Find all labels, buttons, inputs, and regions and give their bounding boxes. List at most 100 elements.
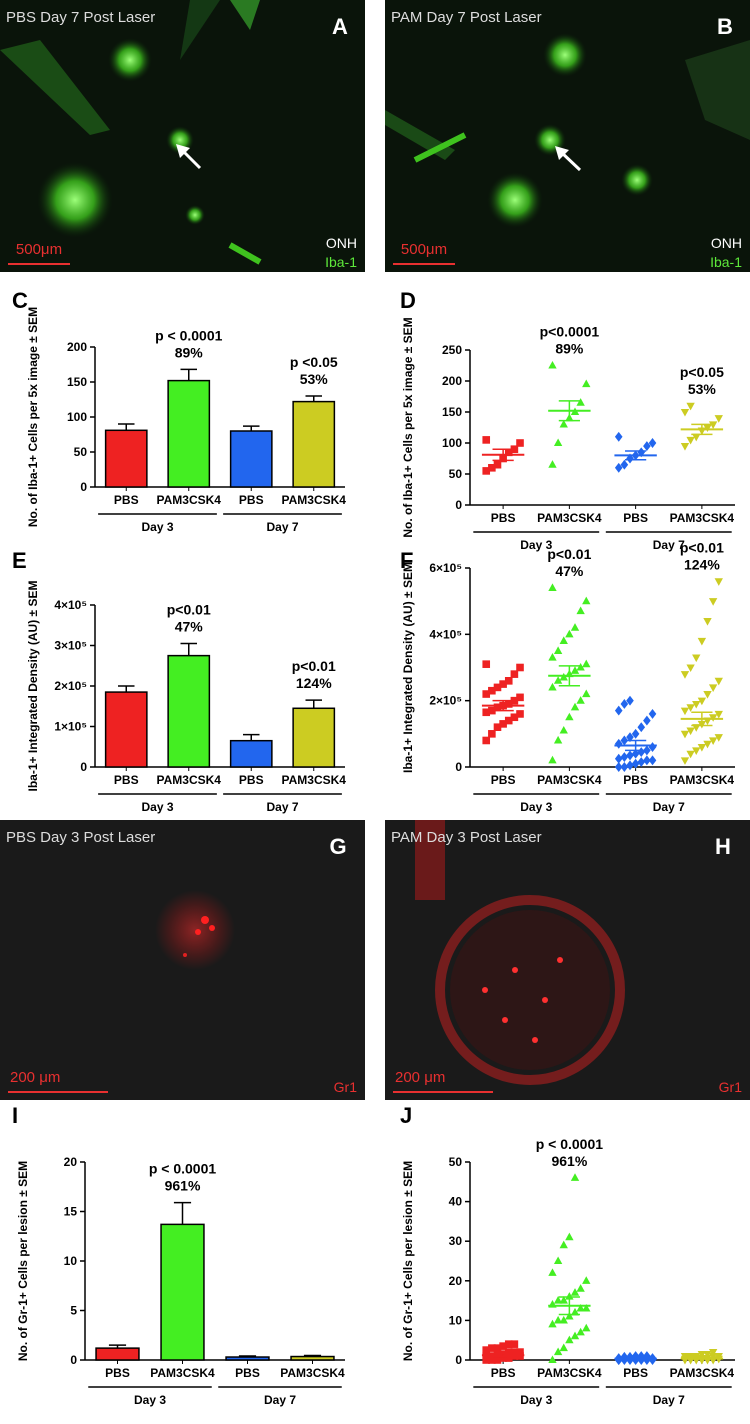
image-label: ONH [711, 235, 742, 251]
panel-letter: A [332, 14, 348, 39]
panel-letter: C [12, 288, 28, 313]
data-point [680, 443, 690, 451]
data-point [565, 1335, 574, 1344]
annotation: 53% [688, 381, 717, 397]
annotation: p<0.01 [167, 601, 211, 617]
data-point [553, 735, 563, 744]
data-point [714, 734, 723, 742]
annotation: 47% [555, 563, 584, 579]
data-point [697, 637, 707, 646]
data-point [692, 433, 701, 442]
y-tick-label: 10 [449, 1313, 463, 1327]
data-point [626, 750, 634, 761]
x-tick-label: PBS [623, 1366, 648, 1380]
data-point [680, 408, 690, 417]
x-tick-label: PAM3CSK4 [282, 773, 347, 787]
bar [229, 739, 273, 768]
image-panel: PAM Day 3 Post Laser H 200 μm Gr1 [385, 820, 750, 1100]
panel-letter: H [715, 834, 731, 859]
annotation: 89% [175, 344, 204, 360]
annotation: 47% [175, 618, 204, 634]
data-point [510, 670, 519, 678]
data-point [637, 747, 646, 758]
data-point [708, 684, 718, 692]
data-point [708, 1353, 718, 1361]
data-point [714, 677, 723, 686]
data-point [631, 758, 640, 769]
data-point [714, 710, 723, 719]
data-point [686, 1353, 695, 1361]
data-point [708, 598, 718, 606]
panel-letter: E [12, 548, 27, 573]
data-point [576, 1327, 585, 1336]
data-point [510, 445, 519, 453]
y-axis-label: Iba-1+ Integrated Density (AU) ± SEM [26, 581, 40, 792]
data-point [703, 424, 712, 433]
y-tick-label: 40 [449, 1195, 463, 1209]
data-point [482, 436, 491, 444]
data-point [559, 1296, 568, 1304]
panel-letter: G [329, 834, 346, 859]
y-axis-label: Iba-1+ Integrated Density (AU) ± SEM [401, 562, 415, 773]
data-point [565, 712, 574, 721]
bar [104, 429, 148, 488]
y-tick-label: 20 [64, 1155, 78, 1169]
data-point [648, 438, 657, 448]
image-panel: PBS Day 7 Post Laser A 500μm ONH Iba-1 [0, 0, 365, 272]
x-tick-label: PAM3CSK4 [670, 511, 735, 525]
data-point [708, 1349, 718, 1357]
x-tick-label: PBS [235, 1366, 260, 1380]
y-tick-label: 30 [449, 1234, 463, 1248]
bar [290, 1355, 335, 1361]
data-point [565, 629, 574, 638]
data-point [686, 704, 695, 712]
image-title: PAM Day 7 Post Laser [391, 9, 542, 26]
bar [167, 654, 211, 768]
data-point [559, 419, 568, 428]
group-label: Day 3 [141, 800, 173, 814]
data-point [553, 438, 563, 447]
annotation: p<0.01 [292, 658, 336, 674]
data-point [570, 623, 580, 631]
y-tick-label: 0 [70, 1353, 77, 1367]
x-tick-label: PAM3CSK4 [670, 1366, 735, 1380]
data-point [553, 646, 563, 654]
data-point [576, 1284, 585, 1292]
data-point [576, 606, 585, 615]
group-label: Day 7 [653, 538, 685, 552]
y-tick-label: 50 [449, 467, 463, 481]
data-point [516, 663, 524, 672]
y-tick-label: 1×10⁵ [54, 720, 87, 734]
data-point [553, 1296, 563, 1304]
x-tick-label: PBS [623, 773, 648, 787]
data-point [697, 1351, 707, 1359]
y-tick-label: 100 [442, 436, 462, 450]
data-point [692, 747, 701, 755]
data-point [582, 1323, 591, 1332]
data-point [565, 1232, 574, 1241]
data-point [576, 1303, 585, 1312]
data-point [620, 699, 629, 709]
data-point [570, 1331, 580, 1340]
y-tick-label: 0 [80, 760, 87, 774]
data-point [559, 1343, 568, 1352]
y-tick-label: 20 [449, 1274, 463, 1288]
data-point [493, 460, 502, 469]
data-point [570, 1307, 580, 1316]
y-tick-label: 0 [455, 760, 462, 774]
x-tick-label: PBS [491, 773, 516, 787]
data-point [680, 671, 690, 679]
data-point [548, 1268, 557, 1276]
data-point [631, 1351, 640, 1361]
data-point [559, 725, 568, 734]
bar [95, 1347, 140, 1361]
data-point [553, 676, 563, 684]
data-point [643, 745, 651, 756]
data-point [482, 736, 491, 745]
data-point [570, 1173, 580, 1181]
data-point [614, 705, 623, 716]
group-label: Day 7 [266, 800, 298, 814]
data-point [516, 710, 524, 718]
data-point [620, 752, 629, 762]
